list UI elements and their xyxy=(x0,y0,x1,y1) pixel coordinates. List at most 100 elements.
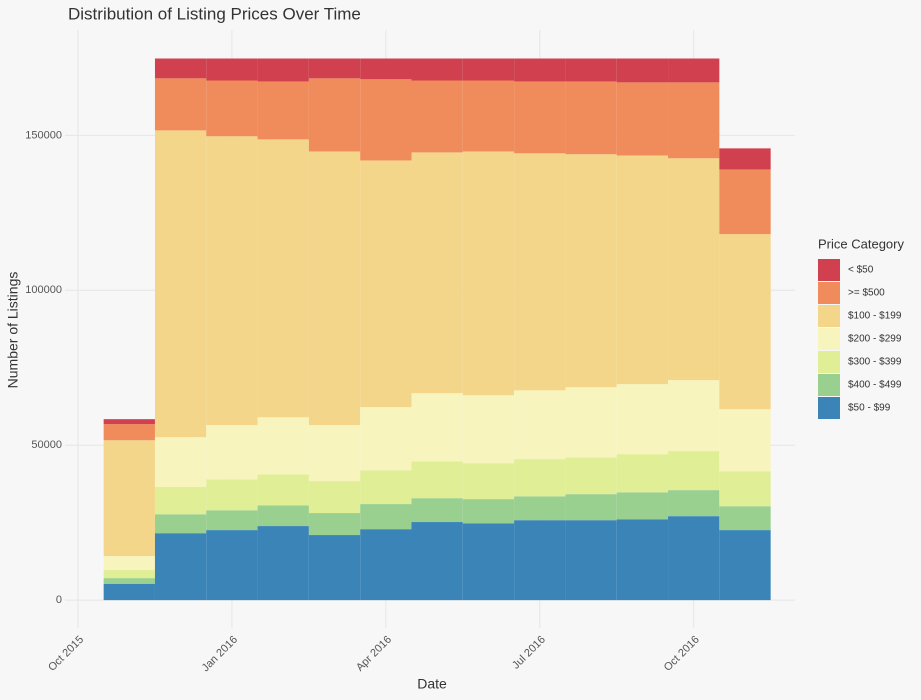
legend-label: $100 - $199 xyxy=(848,311,902,322)
bar-segment xyxy=(308,58,361,79)
bar-segment xyxy=(719,471,771,507)
bar-segment xyxy=(154,58,207,79)
bar-segment xyxy=(719,530,771,601)
bar-segment xyxy=(206,425,258,480)
chart-title: Distribution of Listing Prices Over Time xyxy=(68,4,361,23)
bar-segment xyxy=(154,514,207,534)
y-tick-label: 100000 xyxy=(25,284,62,296)
x-axis-label: Date xyxy=(417,676,447,692)
bar-segment xyxy=(103,584,155,601)
bar-segment xyxy=(308,425,361,482)
legend-swatch xyxy=(818,397,840,419)
bar-segment xyxy=(411,498,463,523)
bar-segment xyxy=(411,461,463,499)
bar-segment xyxy=(462,395,515,464)
bar-segment xyxy=(462,151,515,396)
bar-segment xyxy=(616,58,669,83)
y-axis-label: Number of Listings xyxy=(5,272,21,389)
bar-segment xyxy=(257,139,309,418)
bar-segment xyxy=(514,390,566,460)
bar-segment xyxy=(206,58,258,81)
bar-segment xyxy=(616,492,669,520)
bar-segment xyxy=(411,393,463,462)
y-tick-label: 0 xyxy=(56,594,62,606)
bar-segment xyxy=(668,58,720,83)
bar-segment xyxy=(616,519,669,601)
bar-segment xyxy=(257,58,309,82)
bar-segment xyxy=(668,451,720,491)
bar-segment xyxy=(154,437,207,488)
bar-segment xyxy=(206,479,258,511)
bar-segment xyxy=(411,80,463,153)
bar-segment xyxy=(565,494,617,521)
bar-segment xyxy=(360,160,412,408)
bar-segment xyxy=(103,424,155,441)
x-tick-label: Apr 2016 xyxy=(354,634,394,674)
bar-segment xyxy=(616,384,669,455)
bar-segment xyxy=(308,151,361,426)
bar-segment xyxy=(514,81,566,154)
legend-label: $50 - $99 xyxy=(848,403,891,414)
bar-segment xyxy=(103,440,155,557)
bar-segment xyxy=(206,136,258,426)
bar-segment xyxy=(308,513,361,536)
bar-segment xyxy=(360,407,412,471)
bar-segment xyxy=(360,470,412,505)
bar-segment xyxy=(462,523,515,601)
bar-segment xyxy=(668,158,720,381)
x-tick-label: Jan 2016 xyxy=(200,634,240,674)
bar-segment xyxy=(411,58,463,81)
bar-segment xyxy=(668,82,720,159)
bar-segment xyxy=(565,58,617,82)
bar-segment xyxy=(514,496,566,521)
bar-segment xyxy=(514,520,566,601)
bar-segment xyxy=(668,380,720,452)
bar-segment xyxy=(616,454,669,493)
bar-segment xyxy=(565,387,617,458)
legend-swatch xyxy=(818,305,840,327)
bar-segment xyxy=(206,530,258,601)
bar-segment xyxy=(103,578,155,585)
bar-segment xyxy=(514,459,566,497)
x-tick-label: Oct 2015 xyxy=(46,634,86,674)
legend-swatch xyxy=(818,374,840,396)
bar-segment xyxy=(257,417,309,475)
bar-segment xyxy=(154,533,207,601)
legend-swatch xyxy=(818,328,840,350)
bar-segment xyxy=(514,58,566,82)
legend-label: $200 - $299 xyxy=(848,334,902,345)
bar-segment xyxy=(462,58,515,81)
bar-segment xyxy=(308,535,361,601)
bar-segment xyxy=(616,155,669,385)
bar-segment xyxy=(257,526,309,601)
legend-title: Price Category xyxy=(818,236,904,251)
bar-segment xyxy=(719,409,771,472)
bar-segment xyxy=(616,82,669,156)
bar-segment xyxy=(565,457,617,495)
bar-segment xyxy=(154,487,207,515)
bar-segment xyxy=(565,154,617,388)
bar-segment xyxy=(103,556,155,571)
legend-label: $400 - $499 xyxy=(848,380,902,391)
bar-segment xyxy=(719,169,771,235)
bar-segment xyxy=(360,58,412,80)
bar-segment xyxy=(462,463,515,500)
legend-label: $300 - $399 xyxy=(848,357,902,368)
bar-segment xyxy=(514,153,566,391)
x-tick-label: Oct 2016 xyxy=(662,634,702,674)
bar-segment xyxy=(103,570,155,579)
x-tick-label: Jul 2016 xyxy=(510,634,548,672)
bar-segment xyxy=(308,481,361,514)
bar-segment xyxy=(154,78,207,131)
bar-segment xyxy=(462,499,515,524)
legend-label: >= $500 xyxy=(848,288,885,299)
bar-segment xyxy=(308,78,361,152)
bar-segment xyxy=(360,504,412,530)
bar-segment xyxy=(257,505,309,527)
legend-swatch xyxy=(818,351,840,373)
bar-segment xyxy=(206,80,258,137)
bar-segment xyxy=(411,522,463,601)
bar-segment xyxy=(257,474,309,506)
bar-segment xyxy=(257,81,309,140)
